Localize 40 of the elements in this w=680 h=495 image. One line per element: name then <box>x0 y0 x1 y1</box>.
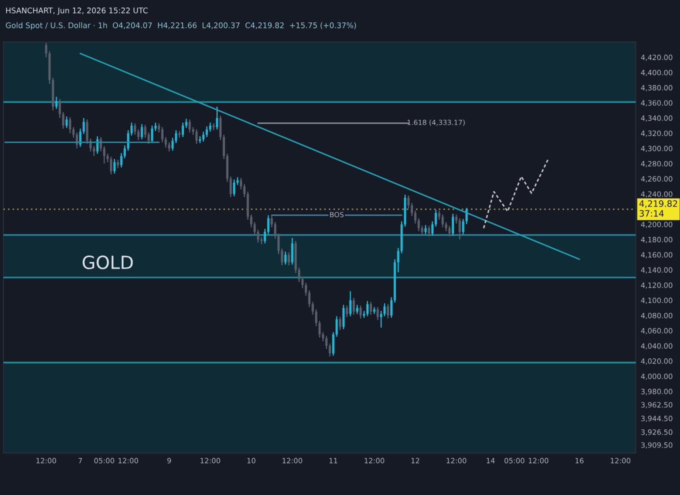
ref-line-label: 4,219.82 37:14 <box>639 200 678 217</box>
candlestick <box>366 300 369 317</box>
candlestick <box>339 316 342 330</box>
candlestick <box>291 237 294 266</box>
line-series <box>482 158 550 229</box>
candlestick <box>356 304 358 315</box>
candlestick <box>370 301 372 316</box>
candlestick <box>233 178 236 197</box>
candlestick <box>66 116 68 128</box>
candlestick <box>140 124 143 140</box>
candlestick <box>284 251 287 266</box>
candlestick <box>322 332 324 342</box>
candlestick <box>172 137 174 152</box>
candlestick <box>352 297 355 316</box>
candlestick <box>174 130 178 144</box>
candlestick <box>458 218 461 240</box>
candlestick <box>219 115 222 141</box>
candlestick <box>373 306 376 315</box>
candlestick <box>360 305 362 320</box>
candlestick <box>288 252 290 266</box>
candlestick <box>68 116 72 134</box>
candlestick <box>325 335 328 350</box>
candlestick <box>407 194 410 209</box>
candlestick <box>45 42 48 58</box>
annotation: GOLD <box>82 256 133 270</box>
candlestick <box>383 302 386 317</box>
candlestick <box>410 202 414 217</box>
candlestick <box>150 125 154 144</box>
candlestick <box>280 248 284 266</box>
candlestick <box>428 225 430 238</box>
candlestick <box>448 225 451 238</box>
candlestick <box>376 306 379 321</box>
candlestick <box>442 214 444 228</box>
candlestick <box>424 224 427 235</box>
candlestick <box>137 128 140 141</box>
candlestick <box>188 118 191 133</box>
candlestick <box>452 213 454 236</box>
candlestick <box>206 126 208 138</box>
candlestick <box>342 304 345 330</box>
candlestick <box>195 128 198 144</box>
